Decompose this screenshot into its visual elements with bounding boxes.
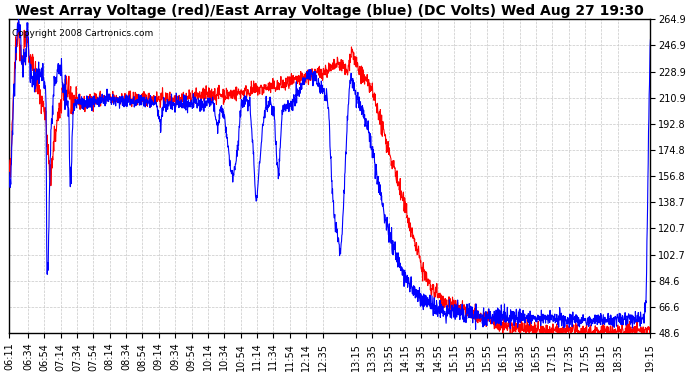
Title: West Array Voltage (red)/East Array Voltage (blue) (DC Volts) Wed Aug 27 19:30: West Array Voltage (red)/East Array Volt… <box>15 4 644 18</box>
Text: Copyright 2008 Cartronics.com: Copyright 2008 Cartronics.com <box>12 29 154 38</box>
